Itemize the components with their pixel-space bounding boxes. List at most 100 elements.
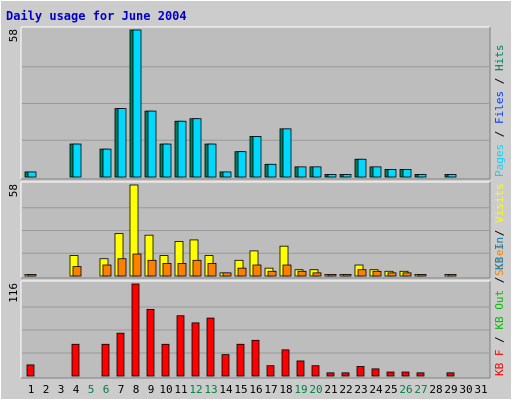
day-label: 20	[309, 383, 322, 396]
bar-files	[237, 151, 247, 178]
chart-title: Daily usage for June 2004	[6, 9, 187, 23]
day-label: 1	[28, 383, 35, 396]
bars-middle	[24, 184, 457, 277]
y-max-label: 58	[7, 184, 20, 197]
bar-kb-f	[401, 371, 410, 377]
day-label: 10	[159, 383, 172, 396]
bar-sites	[132, 253, 142, 277]
bar-sites	[402, 272, 412, 277]
bar-sites	[372, 270, 382, 277]
bar-files	[222, 171, 232, 178]
bars-top	[24, 29, 457, 178]
bar-kb-f	[386, 371, 395, 377]
day-label: 7	[118, 383, 125, 396]
bar-sites	[417, 274, 427, 277]
bar-kb-f	[176, 315, 185, 377]
day-label: 28	[429, 383, 442, 396]
panel-bottom: 116 KB F / KB Out / KB In	[7, 237, 506, 379]
legend-separator: /	[493, 223, 506, 243]
bar-sites	[72, 266, 82, 277]
bar-sites	[207, 263, 217, 277]
bar-sites	[162, 263, 172, 277]
bar-files	[267, 163, 277, 178]
bar-files	[162, 143, 172, 178]
day-label: 27	[414, 383, 427, 396]
bar-sites	[297, 270, 307, 277]
bar-files	[207, 143, 217, 178]
y-max-label: 58	[7, 29, 20, 42]
bar-kb-f	[146, 308, 155, 377]
bar-kb-f	[341, 372, 350, 377]
day-label: 2	[43, 383, 50, 396]
legend-hits: Hits	[493, 45, 506, 72]
legend-separator: /	[493, 270, 506, 290]
day-label: 9	[148, 383, 155, 396]
bar-kb-f	[326, 372, 335, 377]
bar-kb-f	[251, 339, 260, 377]
bar-kb-f	[311, 365, 320, 377]
y-max-label: 116	[7, 283, 20, 303]
bar-sites	[117, 258, 127, 277]
bar-kb-f	[191, 322, 200, 377]
day-label: 14	[219, 383, 233, 396]
bar-files	[447, 174, 457, 178]
day-label: 19	[294, 383, 307, 396]
bar-kb-f	[26, 364, 35, 377]
bar-files	[312, 166, 322, 178]
bar-sites	[267, 270, 277, 277]
day-label: 12	[189, 383, 202, 396]
bar-sites	[192, 259, 202, 277]
x-axis-day-labels: 1 2 3 4 5 6 7 8 9 10 11 12 13 14 15 16 17 18 19 20 21 22 23 24 2…	[28, 383, 488, 396]
bar-files	[297, 166, 307, 178]
bar-kb-f	[281, 349, 290, 377]
bar-sites	[312, 272, 322, 277]
legend-pages: Pages	[493, 144, 506, 177]
bar-files	[102, 148, 112, 178]
bar-files	[387, 168, 397, 178]
bar-sites	[342, 274, 352, 277]
bar-sites	[177, 263, 187, 277]
legend-kb_in: KB In	[493, 237, 506, 270]
day-label: 5	[88, 383, 95, 396]
bar-kb-f	[266, 365, 275, 377]
bar-kb-f	[296, 360, 305, 377]
bar-sites	[357, 269, 367, 277]
bar-kb-f	[131, 283, 140, 377]
bar-kb-f	[416, 372, 425, 377]
bar-kb-f	[161, 343, 170, 377]
legend-kb_out: KB Out	[493, 290, 506, 330]
bar-sites	[252, 264, 262, 277]
day-label: 22	[339, 383, 352, 396]
bar-files	[282, 128, 292, 178]
bar-sites	[222, 272, 232, 277]
bar-sites	[387, 272, 397, 277]
day-label: 4	[73, 383, 80, 396]
bar-sites	[237, 267, 247, 277]
day-label: 13	[204, 383, 217, 396]
bar-files	[357, 158, 367, 178]
bar-sites	[147, 259, 157, 277]
day-label: 24	[369, 383, 383, 396]
day-label: 3	[58, 383, 65, 396]
day-label: 11	[174, 383, 187, 396]
bar-kb-f	[236, 343, 245, 377]
bar-files	[252, 136, 262, 178]
day-label: 29	[444, 383, 457, 396]
day-label: 26	[399, 383, 412, 396]
bar-files	[402, 168, 412, 178]
bar-kb-f	[356, 366, 365, 377]
legend-kb_f: KB F	[493, 350, 506, 377]
bar-kb-f	[71, 343, 80, 377]
bar-files	[192, 118, 202, 178]
bar-files	[72, 143, 82, 178]
legend-separator: /	[493, 71, 506, 91]
legend-separator: /	[493, 124, 506, 144]
bar-files	[417, 174, 427, 178]
bars-bottom	[26, 283, 455, 377]
legend-separator: /	[493, 330, 506, 350]
legend-sites: Sites	[493, 243, 506, 276]
day-label: 8	[133, 383, 140, 396]
day-label: 25	[384, 383, 397, 396]
bar-sites	[102, 264, 112, 277]
